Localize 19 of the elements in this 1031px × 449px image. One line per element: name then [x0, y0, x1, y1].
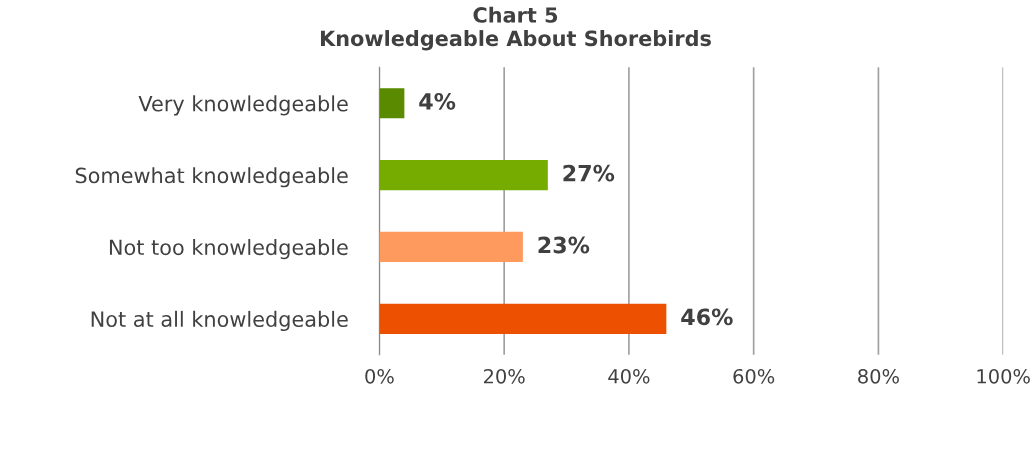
bar — [379, 303, 667, 334]
x-tick-label: 40% — [608, 368, 650, 384]
x-tick-label: 0% — [365, 368, 394, 384]
x-tick-label: 80% — [858, 368, 899, 384]
x-tick-label: 20% — [483, 368, 525, 384]
data-label: 4% — [419, 92, 456, 110]
x-tick-label: 60% — [733, 368, 775, 384]
x-tick-label: 100% — [977, 368, 1030, 384]
y-tick-label: Somewhat knowledgeable — [75, 167, 348, 188]
y-tick-label: Not at all knowledgeable — [91, 310, 348, 332]
y-tick-label: Very knowledgeable — [138, 95, 348, 116]
bar — [379, 160, 548, 191]
chart-title: Chart 5 Knowledgeable About Shorebirds — [320, 6, 711, 51]
bar — [379, 88, 405, 119]
y-tick-label: Not too knowledgeable — [109, 239, 348, 260]
data-label: 46% — [681, 308, 733, 326]
data-label: 27% — [563, 164, 615, 182]
bar — [379, 231, 523, 263]
data-label: 23% — [538, 236, 590, 254]
